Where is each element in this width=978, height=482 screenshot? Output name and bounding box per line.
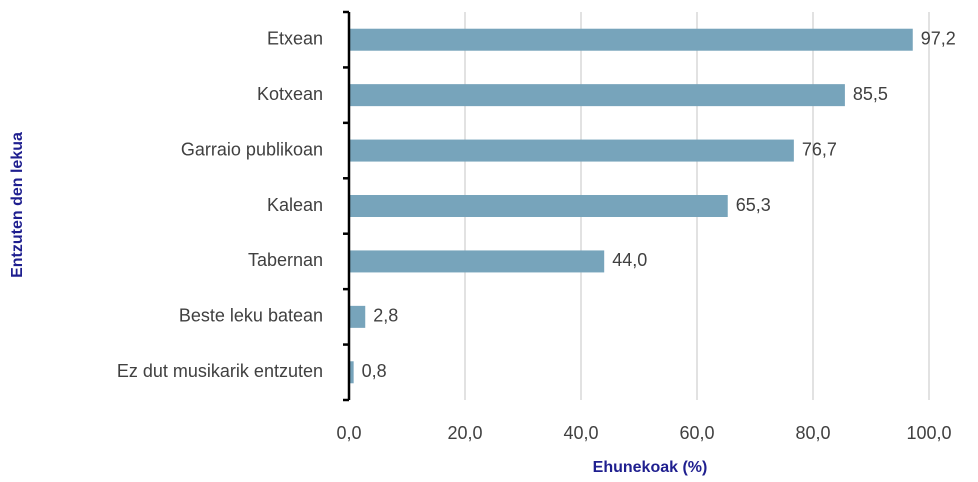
bar (349, 139, 794, 162)
x-tick-label: 40,0 (563, 423, 598, 443)
category-label: Kotxean (257, 84, 323, 104)
bar (349, 250, 605, 273)
category-label: Garraio publikoan (181, 139, 323, 159)
category-label: Beste leku batean (179, 306, 323, 326)
x-tick-label: 60,0 (679, 423, 714, 443)
y-axis-title: Entzuten den lekua (9, 132, 26, 278)
category-label: Etxean (267, 28, 323, 48)
x-tick-label: 100,0 (906, 423, 951, 443)
category-label: Tabernan (248, 250, 323, 270)
value-label: 97,2 (921, 28, 956, 48)
category-label: Ez dut musikarik entzuten (117, 361, 323, 381)
x-tick-label: 0,0 (336, 423, 361, 443)
x-tick-label: 20,0 (447, 423, 482, 443)
value-label: 44,0 (612, 250, 647, 270)
x-tick-label: 80,0 (795, 423, 830, 443)
category-label: Kalean (267, 195, 323, 215)
bar (349, 28, 913, 51)
x-axis-title: Ehunekoak (%) (593, 459, 708, 476)
value-label: 76,7 (802, 139, 837, 159)
value-label: 85,5 (853, 84, 888, 104)
value-label: 0,8 (362, 361, 387, 381)
bar (349, 84, 845, 107)
bar (349, 305, 366, 328)
bar (349, 195, 728, 217)
bar (349, 361, 354, 384)
value-label: 2,8 (373, 306, 398, 326)
value-label: 65,3 (736, 195, 771, 215)
